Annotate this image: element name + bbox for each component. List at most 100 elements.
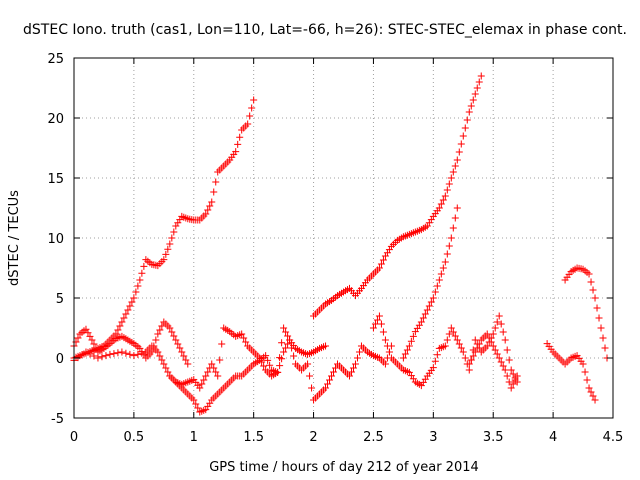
data-point bbox=[419, 314, 427, 322]
data-point bbox=[154, 348, 162, 356]
data-point bbox=[443, 250, 451, 258]
data-point bbox=[218, 340, 226, 348]
data-point bbox=[164, 368, 172, 376]
data-point bbox=[74, 334, 82, 342]
data-point bbox=[98, 353, 106, 361]
data-point bbox=[349, 364, 357, 372]
data-point bbox=[445, 242, 453, 250]
data-point bbox=[509, 370, 517, 378]
data-point bbox=[192, 400, 200, 408]
data-point bbox=[290, 352, 298, 360]
y-axis-label: dSTEC / TECUs bbox=[7, 190, 22, 286]
data-point bbox=[399, 354, 407, 362]
data-point bbox=[501, 336, 509, 344]
series-arc-rising-3 bbox=[399, 204, 461, 362]
data-point bbox=[116, 322, 124, 330]
data-point bbox=[407, 337, 415, 345]
data-point bbox=[90, 340, 98, 348]
data-point bbox=[244, 120, 252, 128]
data-point bbox=[280, 348, 288, 356]
data-point bbox=[194, 404, 202, 412]
data-point bbox=[495, 354, 503, 362]
data-point bbox=[102, 352, 110, 360]
data-point bbox=[148, 348, 156, 356]
data-point bbox=[162, 364, 170, 372]
data-point bbox=[585, 270, 593, 278]
data-point bbox=[447, 174, 455, 182]
data-point bbox=[587, 388, 595, 396]
data-point bbox=[477, 72, 485, 80]
data-point bbox=[497, 320, 505, 328]
data-point bbox=[505, 356, 513, 364]
data-point bbox=[106, 350, 114, 358]
data-point bbox=[246, 112, 254, 120]
data-point bbox=[202, 210, 210, 218]
data-point bbox=[214, 372, 222, 380]
data-point bbox=[138, 349, 146, 357]
data-point bbox=[461, 124, 469, 132]
data-point bbox=[282, 344, 290, 352]
series-arc-late-bump bbox=[561, 264, 611, 362]
x-tick-label: 3 bbox=[429, 430, 437, 445]
data-point bbox=[469, 96, 477, 104]
data-point bbox=[86, 332, 94, 340]
data-point bbox=[78, 351, 86, 359]
data-point bbox=[84, 329, 92, 337]
data-point bbox=[288, 344, 296, 352]
data-point bbox=[162, 250, 170, 258]
data-point bbox=[176, 344, 184, 352]
data-point bbox=[579, 360, 587, 368]
data-point bbox=[234, 140, 242, 148]
data-point bbox=[453, 156, 461, 164]
plot-frame bbox=[73, 57, 614, 419]
data-point bbox=[377, 260, 385, 268]
data-point bbox=[585, 384, 593, 392]
data-point bbox=[132, 288, 140, 296]
data-point bbox=[503, 372, 511, 380]
data-point bbox=[423, 306, 431, 314]
data-point bbox=[409, 332, 417, 340]
data-point bbox=[465, 360, 473, 368]
data-point bbox=[437, 270, 445, 278]
data-point bbox=[405, 342, 413, 350]
data-point bbox=[242, 338, 250, 346]
grid-lines bbox=[74, 58, 613, 418]
x-tick-label: 1 bbox=[190, 430, 198, 445]
data-point bbox=[503, 346, 511, 354]
data-point bbox=[130, 352, 138, 360]
data-point bbox=[240, 334, 248, 342]
data-point bbox=[158, 322, 166, 330]
data-point bbox=[328, 372, 336, 380]
data-point bbox=[493, 350, 501, 358]
data-point bbox=[204, 206, 212, 214]
data-point bbox=[353, 354, 361, 362]
data-point bbox=[122, 310, 130, 318]
data-point bbox=[304, 360, 312, 368]
data-point bbox=[371, 320, 379, 328]
data-point bbox=[190, 396, 198, 404]
data-point bbox=[170, 332, 178, 340]
data-point bbox=[322, 384, 330, 392]
data-point bbox=[258, 358, 266, 366]
data-point bbox=[110, 350, 118, 358]
data-point bbox=[156, 352, 164, 360]
data-point bbox=[82, 325, 90, 333]
data-point bbox=[499, 362, 507, 370]
data-point bbox=[114, 349, 122, 357]
data-point bbox=[326, 376, 334, 384]
data-point bbox=[164, 245, 172, 253]
data-point bbox=[232, 148, 240, 156]
data-point bbox=[262, 352, 270, 360]
data-point bbox=[589, 286, 597, 294]
data-point bbox=[591, 396, 599, 404]
data-point bbox=[449, 224, 457, 232]
data-point bbox=[435, 204, 443, 212]
data-point bbox=[180, 352, 188, 360]
data-point bbox=[274, 368, 282, 376]
data-point bbox=[118, 318, 126, 326]
data-point bbox=[429, 364, 437, 372]
data-point bbox=[401, 350, 409, 358]
y-tick-label: -5 bbox=[51, 412, 64, 427]
data-point bbox=[276, 362, 284, 370]
data-point bbox=[457, 140, 465, 148]
